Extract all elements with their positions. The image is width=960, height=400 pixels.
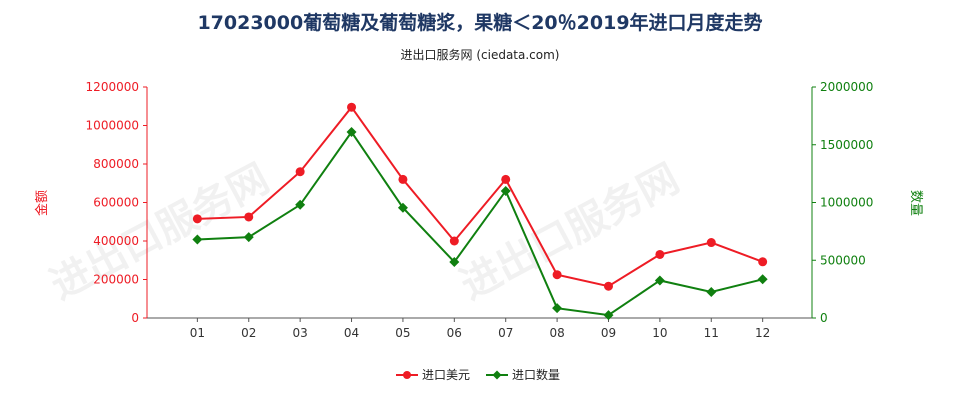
series-2-point [706,287,717,298]
series-2-point [654,275,665,286]
series-1-point [706,238,716,248]
series-2-point [552,303,563,314]
series-1-point [192,214,202,224]
y-left-tick-label: 1000000 [86,119,139,133]
legend-marker-2 [492,370,502,380]
series-2-point [243,232,254,243]
series-1-point [398,174,408,184]
x-tick-label: 03 [293,326,308,340]
series-2-point [397,202,408,213]
series-1-point [501,174,511,184]
series-1-point [244,212,254,222]
series-2-point [449,256,460,267]
y-right-tick-label: 2000000 [820,80,873,94]
y-right-tick-label: 1500000 [820,138,873,152]
series-1-point [552,270,562,280]
y-left-tick-label: 400000 [93,234,139,248]
series-1-point [295,167,305,177]
x-tick-label: 01 [190,326,205,340]
axes: 0 200000 400000 600000 800000 1000000 1200000 0… [34,80,923,340]
series-2-point [603,310,614,321]
x-tick-label: 05 [395,326,410,340]
x-tick-label: 06 [447,326,462,340]
chart-subtitle: 进出口服务网 (ciedata.com) [400,48,560,62]
x-tick-label: 12 [755,326,770,340]
x-tick-label: 10 [652,326,667,340]
legend-label-1: 进口美元 [422,368,470,382]
legend-label-2: 进口数量 [512,367,560,382]
series-1-point [758,257,768,267]
y-left-tick-label: 200000 [93,273,139,287]
x-tick-label: 04 [344,326,359,340]
y-left-tick-label: 800000 [93,157,139,171]
legend: 进口美元 进口数量 [396,367,560,382]
y-right-tick-label: 1000000 [820,196,873,210]
series-2-point [295,199,306,210]
series-2-point [346,127,357,138]
series-line-1 [197,105,764,288]
x-tick-label: 08 [549,326,564,340]
watermark-layer: 进出口服务网 进出口服务网 [43,156,687,309]
chart-title: 17023000葡萄糖及葡萄糖浆，果糖＜20％2019年进口月度走势 [197,12,763,34]
y-right-tick-label: 500000 [820,253,866,267]
x-tick-label: 02 [241,326,256,340]
y-left-tick-label: 1200000 [86,80,139,94]
watermark-text: 进出口服务网 [43,156,277,309]
series-1-point [449,236,459,246]
series-2-point [192,234,203,245]
y-axis-right-title: 数量 [908,190,923,216]
y-left-tick-label: 0 [131,311,139,325]
y-right-tick-label: 0 [820,311,828,325]
series-1-point [655,249,665,259]
series-line-2 [197,130,763,317]
series-2-point [757,274,768,285]
series-1-point [347,102,357,112]
series-1-point [603,281,613,291]
y-left-tick-label: 600000 [93,196,139,210]
series-layer [192,102,768,321]
x-tick-label: 07 [498,326,513,340]
x-tick-label: 09 [601,326,616,340]
x-tick-label: 11 [704,326,719,340]
series-2-point [500,185,511,196]
y-axis-left-title: 金额 [34,190,50,216]
legend-marker-1 [403,371,411,379]
